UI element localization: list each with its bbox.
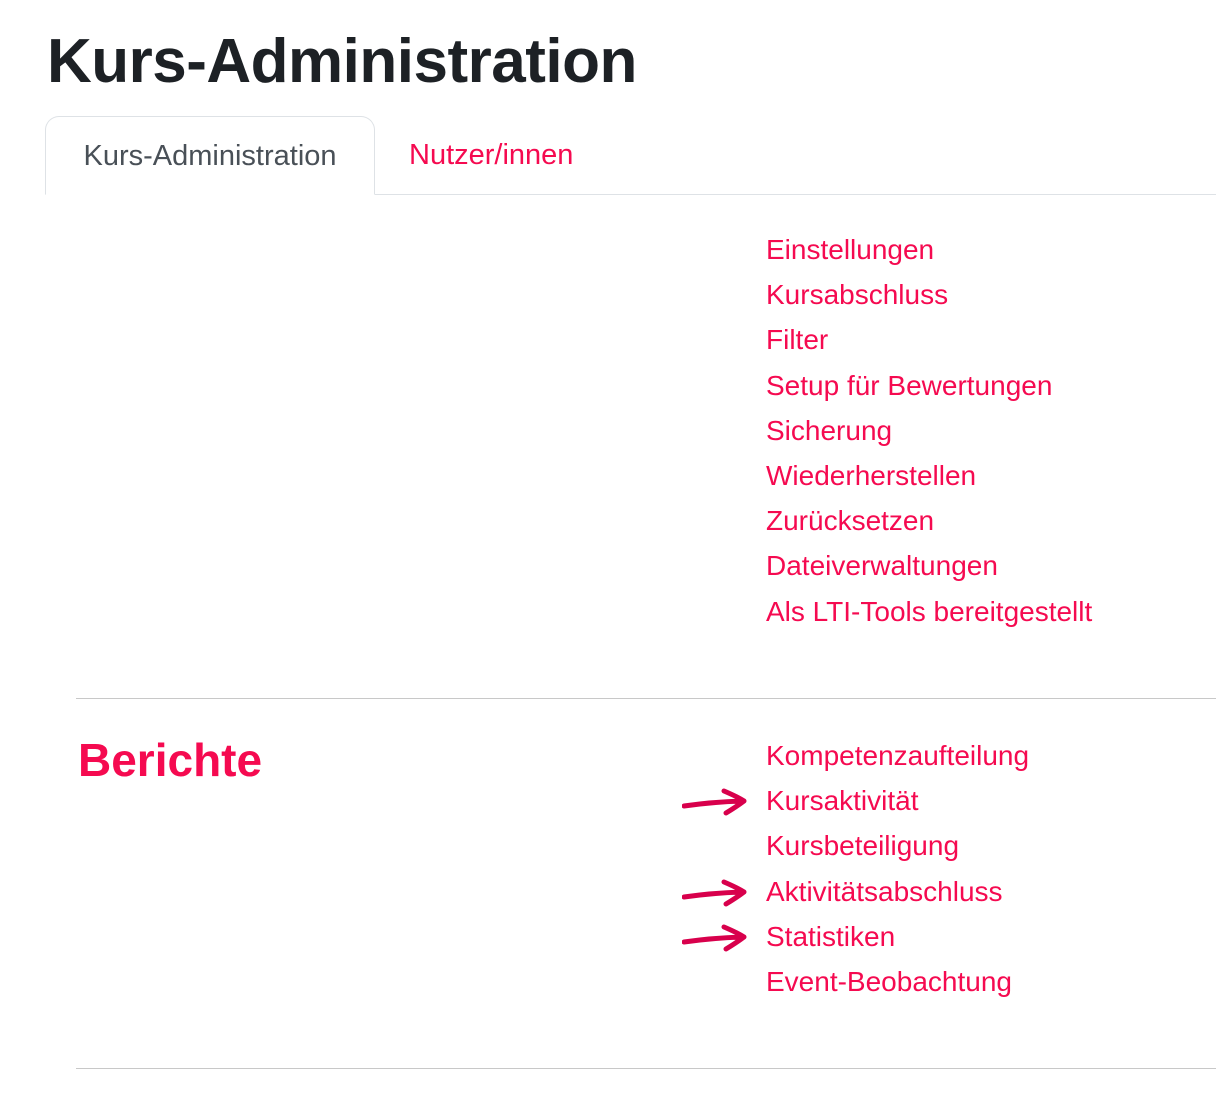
link-kursaktivitaet[interactable]: Kursaktivität xyxy=(682,778,1029,823)
link-zuruecksetzen[interactable]: Zurücksetzen xyxy=(766,505,935,537)
tab-nutzer-innen[interactable]: Nutzer/innen xyxy=(409,139,574,171)
link-einstellungen[interactable]: Einstellungen xyxy=(766,234,935,265)
link-kompetenzaufteilung[interactable]: Kompetenzaufteilung xyxy=(766,733,1029,778)
link-event-beobachtung[interactable]: Event-Beobachtung xyxy=(766,959,1029,1004)
link-wiederherstellen[interactable]: Wiederherstellen xyxy=(766,459,977,491)
link-kursabschluss[interactable]: Kursabschluss xyxy=(766,279,949,311)
link-label: Kursaktivität xyxy=(766,785,919,817)
link-label: Statistiken xyxy=(766,920,896,952)
divider xyxy=(76,698,1216,699)
tab-kurs-administration[interactable]: Kurs-Administration xyxy=(45,116,375,195)
link-statistiken[interactable]: Statistiken xyxy=(682,914,1029,959)
tab-bar: Kurs-Administration Nutzer/innen xyxy=(45,116,1216,195)
link-lti-tools[interactable]: Als LTI-Tools bereitgestellt xyxy=(766,595,1093,627)
link-label: Kompetenzaufteilung xyxy=(766,740,1030,771)
link-dateiverwaltungen[interactable]: Dateiverwaltungen xyxy=(766,550,998,582)
divider xyxy=(76,1068,1216,1069)
link-label: Event-Beobachtung xyxy=(766,965,1012,997)
link-label: Kursbeteiligung xyxy=(766,830,960,862)
link-kursbeteiligung[interactable]: Kursbeteiligung xyxy=(766,823,1029,868)
link-setup-bewertungen[interactable]: Setup für Bewertungen xyxy=(766,369,1053,401)
reports-links: Kompetenzaufteilung Kursaktivität Kursbe… xyxy=(682,733,1029,1004)
arrow-annotation-icon xyxy=(682,924,747,952)
link-aktivitaetsabschluss[interactable]: Aktivitätsabschluss xyxy=(682,869,1029,914)
link-filter[interactable]: Filter xyxy=(766,324,829,356)
arrow-annotation-icon xyxy=(682,788,747,816)
link-sicherung[interactable]: Sicherung xyxy=(766,414,893,446)
arrow-annotation-icon xyxy=(682,879,747,907)
page-title: Kurs-Administration xyxy=(47,27,637,96)
course-admin-links: Einstellungen Kursabschluss Filter Setup… xyxy=(766,227,1092,634)
link-label: Aktivitätsabschluss xyxy=(766,875,1003,907)
section-title-berichte: Berichte xyxy=(78,734,263,786)
